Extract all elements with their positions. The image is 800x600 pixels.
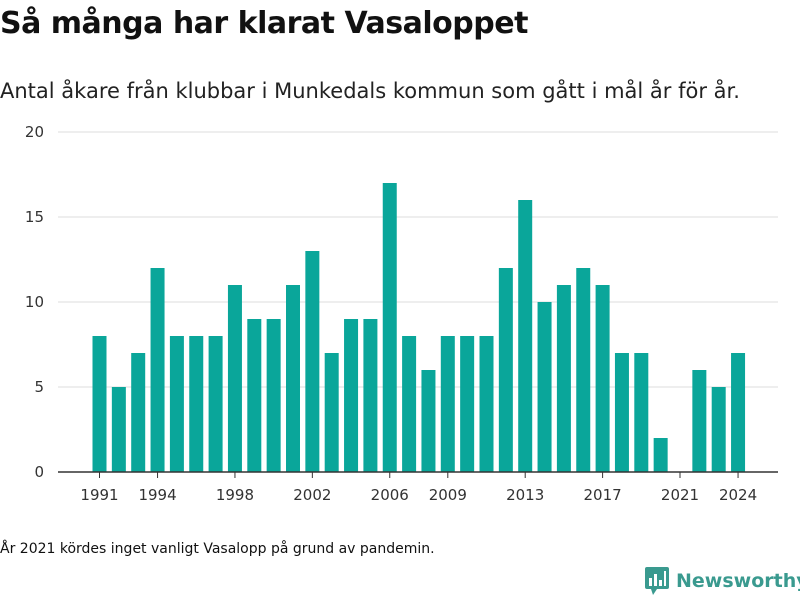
bar-2013 bbox=[518, 200, 533, 472]
bar-2015 bbox=[556, 285, 571, 472]
bar-2011 bbox=[479, 336, 494, 472]
x-tick-label: 2009 bbox=[429, 486, 467, 504]
bar-2002 bbox=[305, 251, 320, 472]
x-tick-label: 2013 bbox=[506, 486, 544, 504]
x-tick-label: 2002 bbox=[293, 486, 331, 504]
bar-1998 bbox=[227, 285, 242, 472]
bar-2007 bbox=[402, 336, 417, 472]
x-tick-label: 1991 bbox=[80, 486, 118, 504]
bar-1997 bbox=[208, 336, 223, 472]
bar-2006 bbox=[382, 183, 397, 472]
bar-2003 bbox=[324, 353, 339, 472]
bars bbox=[92, 183, 746, 472]
y-tick-label: 15 bbox=[25, 208, 44, 226]
bar-1994 bbox=[150, 268, 165, 472]
y-tick-label: 20 bbox=[25, 123, 44, 141]
bar-2022 bbox=[692, 370, 707, 472]
bar-2019 bbox=[634, 353, 649, 472]
footnote: År 2021 kördes inget vanligt Vasalopp på… bbox=[0, 541, 435, 557]
bar-1993 bbox=[131, 353, 146, 472]
x-tick-label: 2006 bbox=[371, 486, 409, 504]
bar-2024 bbox=[731, 353, 746, 472]
bar-1995 bbox=[169, 336, 184, 472]
bar-2005 bbox=[363, 319, 378, 472]
x-tick-label: 2017 bbox=[584, 486, 622, 504]
bar-2009 bbox=[440, 336, 455, 472]
bar-2017 bbox=[595, 285, 610, 472]
chart-subtitle: Antal åkare från klubbar i Munkedals kom… bbox=[0, 79, 740, 103]
x-tick-label: 2021 bbox=[661, 486, 699, 504]
bar-2000 bbox=[266, 319, 281, 472]
y-tick-label: 5 bbox=[34, 378, 44, 396]
grid-lines bbox=[58, 131, 778, 388]
y-tick-label: 0 bbox=[34, 463, 44, 481]
bar-2018 bbox=[614, 353, 629, 472]
x-tick-label: 1998 bbox=[216, 486, 254, 504]
brand-logo[interactable]: Newsworthy bbox=[644, 566, 800, 596]
chart-title: Så många har klarat Vasaloppet bbox=[0, 6, 528, 41]
bar-2012 bbox=[498, 268, 513, 472]
bar-2020 bbox=[653, 438, 668, 472]
bar-1999 bbox=[247, 319, 262, 472]
bar-2023 bbox=[711, 387, 726, 472]
x-tick-label: 1994 bbox=[138, 486, 176, 504]
brand-name: Newsworthy bbox=[676, 570, 800, 592]
y-axis: 0 5 10 15 20 bbox=[25, 123, 44, 481]
x-axis: 1991 1994 1998 2002 2006 2009 2013 2017 2021 2024 bbox=[80, 472, 757, 504]
newsworthy-logo-icon bbox=[645, 567, 669, 595]
bar-2004 bbox=[344, 319, 359, 472]
bar-2001 bbox=[286, 285, 300, 472]
bar-2014 bbox=[537, 302, 552, 472]
bar-1991 bbox=[92, 336, 107, 472]
bar-2008 bbox=[421, 370, 436, 472]
bar-2016 bbox=[576, 268, 591, 472]
bar-1992 bbox=[111, 387, 126, 472]
y-tick-label: 10 bbox=[25, 293, 44, 311]
x-tick-label: 2024 bbox=[719, 486, 757, 504]
bar-1996 bbox=[189, 336, 204, 472]
bar-2010 bbox=[460, 336, 475, 472]
